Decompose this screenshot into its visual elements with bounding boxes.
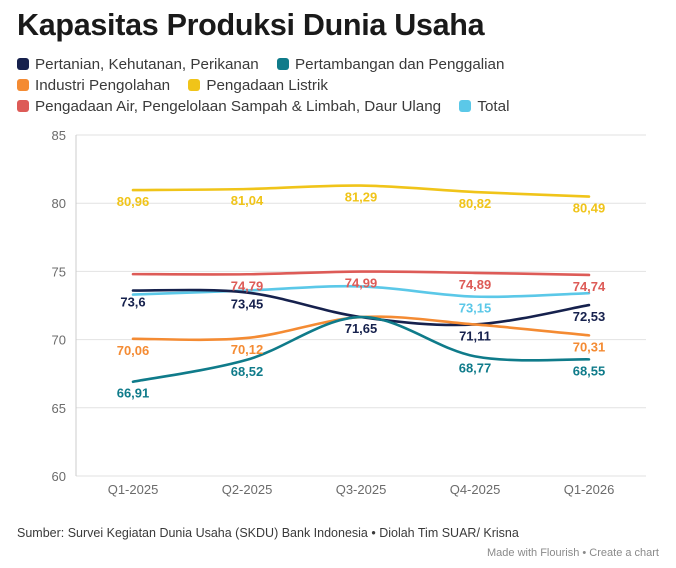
svg-text:73,6: 73,6 <box>120 295 145 310</box>
svg-text:70,12: 70,12 <box>231 342 264 357</box>
svg-text:Q1-2026: Q1-2026 <box>564 482 615 497</box>
svg-text:71,65: 71,65 <box>345 321 378 336</box>
svg-text:80: 80 <box>52 196 66 211</box>
svg-text:60: 60 <box>52 469 66 484</box>
svg-text:68,77: 68,77 <box>459 360 492 375</box>
svg-text:65: 65 <box>52 401 66 416</box>
svg-text:70,31: 70,31 <box>573 339 606 354</box>
svg-text:68,52: 68,52 <box>231 364 264 379</box>
svg-text:80,49: 80,49 <box>573 201 606 216</box>
svg-text:74,99: 74,99 <box>345 276 378 291</box>
svg-text:80,82: 80,82 <box>459 196 492 211</box>
svg-text:Q1-2025: Q1-2025 <box>108 482 159 497</box>
svg-text:81,04: 81,04 <box>231 193 264 208</box>
svg-text:70,06: 70,06 <box>117 343 150 358</box>
svg-text:73,45: 73,45 <box>231 297 264 312</box>
svg-text:74,89: 74,89 <box>459 277 492 292</box>
svg-text:72,53: 72,53 <box>573 309 606 324</box>
svg-text:80,96: 80,96 <box>117 194 150 209</box>
svg-text:71,11: 71,11 <box>459 329 491 344</box>
svg-text:81,29: 81,29 <box>345 190 378 205</box>
svg-text:Q2-2025: Q2-2025 <box>222 482 273 497</box>
svg-text:66,91: 66,91 <box>117 386 150 401</box>
svg-text:74,74: 74,74 <box>573 279 606 294</box>
svg-text:75: 75 <box>52 264 66 279</box>
svg-text:68,55: 68,55 <box>573 363 606 378</box>
svg-text:Q3-2025: Q3-2025 <box>336 482 387 497</box>
svg-text:73,15: 73,15 <box>459 301 492 316</box>
svg-text:74,79: 74,79 <box>231 278 264 293</box>
svg-text:85: 85 <box>52 128 66 143</box>
svg-text:Q4-2025: Q4-2025 <box>450 482 501 497</box>
svg-text:70: 70 <box>52 333 66 348</box>
